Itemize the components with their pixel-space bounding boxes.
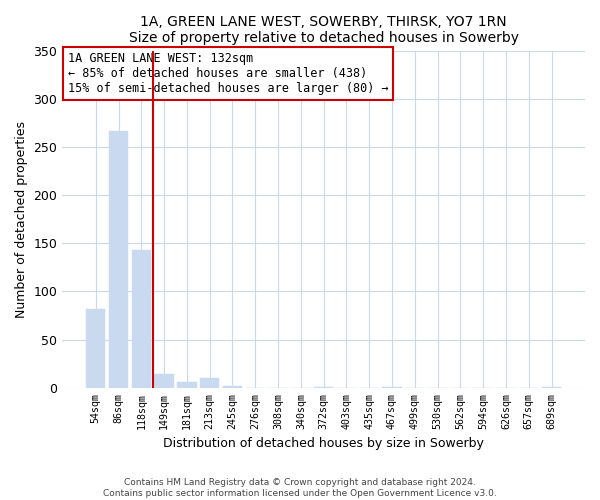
Bar [131, 250, 151, 388]
Title: 1A, GREEN LANE WEST, SOWERBY, THIRSK, YO7 1RN
Size of property relative to detac: 1A, GREEN LANE WEST, SOWERBY, THIRSK, YO… [128, 15, 518, 45]
Bar [223, 386, 242, 388]
Bar [542, 387, 561, 388]
Bar [154, 374, 174, 388]
Bar [200, 378, 220, 388]
Bar [86, 309, 106, 388]
Text: 1A GREEN LANE WEST: 132sqm
← 85% of detached houses are smaller (438)
15% of sem: 1A GREEN LANE WEST: 132sqm ← 85% of deta… [68, 52, 388, 95]
Bar [177, 382, 197, 388]
Bar [109, 132, 128, 388]
Y-axis label: Number of detached properties: Number of detached properties [15, 120, 28, 318]
X-axis label: Distribution of detached houses by size in Sowerby: Distribution of detached houses by size … [163, 437, 484, 450]
Bar [314, 387, 334, 388]
Text: Contains HM Land Registry data © Crown copyright and database right 2024.
Contai: Contains HM Land Registry data © Crown c… [103, 478, 497, 498]
Bar [382, 387, 402, 388]
